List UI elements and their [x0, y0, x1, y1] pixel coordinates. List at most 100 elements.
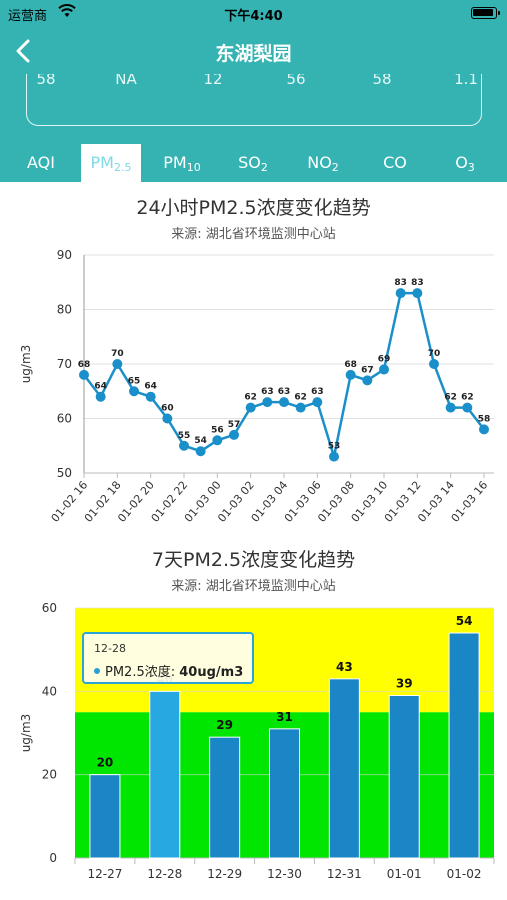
data-label: 62	[294, 393, 307, 403]
data-point[interactable]	[129, 386, 139, 397]
data-label: 69	[378, 354, 391, 364]
x-tick-label: 12-28	[147, 867, 182, 881]
summary-value: NA	[115, 74, 137, 88]
status-bar: 运营商 下午4:40	[0, 0, 507, 26]
bar[interactable]	[269, 728, 300, 859]
y-tick-label: 50	[57, 466, 72, 480]
bar[interactable]	[149, 690, 181, 859]
wifi-icon	[58, 4, 76, 17]
summary-value: 12	[203, 74, 223, 88]
tooltip-value: 40ug/m3	[179, 665, 244, 680]
tab-label: SO	[238, 153, 261, 172]
data-point[interactable]	[279, 397, 289, 408]
data-point[interactable]	[179, 440, 189, 451]
x-tick-label: 01-01	[387, 867, 422, 881]
data-point[interactable]	[212, 435, 223, 446]
chart2-title: 7天PM2.5浓度变化趋势	[151, 549, 356, 571]
data-label: 63	[278, 387, 291, 397]
data-point[interactable]	[329, 451, 339, 462]
pollutant-summary: 58 NA 12 56 58 1.1	[0, 74, 507, 144]
data-label: 64	[144, 382, 157, 392]
tab-pm25[interactable]: PM2.5	[81, 144, 141, 182]
data-label: 68	[78, 360, 91, 370]
tab-label: CO	[383, 153, 407, 172]
tab-so2[interactable]: SO2	[223, 144, 283, 182]
back-chevron-icon[interactable]	[10, 36, 40, 66]
bar-value-label: 39	[396, 677, 413, 691]
x-tick-label: 12-27	[87, 867, 122, 881]
data-point[interactable]	[429, 359, 439, 369]
data-label: 70	[111, 349, 124, 359]
data-label: 62	[444, 393, 457, 403]
tab-label-subscript: 2	[331, 161, 339, 174]
data-point[interactable]	[229, 429, 239, 440]
data-point[interactable]	[312, 397, 323, 408]
data-point[interactable]	[162, 413, 173, 424]
tooltip-line: PM2.5浓度: 40ug/m3	[94, 661, 243, 680]
data-point[interactable]	[112, 359, 123, 369]
chart2-source: 来源: 湖北省环境监测中心站	[171, 579, 336, 594]
tooltip-date: 12-28	[94, 642, 126, 655]
data-label: 83	[394, 278, 407, 288]
pollutant-tabs: AQI PM2.5 PM10 SO2 NO2 CO O3	[0, 144, 507, 182]
y-tick-label: 80	[57, 303, 72, 317]
data-label: 63	[311, 387, 324, 397]
data-label: 65	[128, 376, 141, 386]
bar-value-label: 29	[216, 718, 233, 732]
tab-label-subscript: 2.5	[113, 161, 132, 174]
data-point[interactable]	[479, 424, 489, 435]
bar[interactable]	[209, 736, 241, 859]
data-label: 63	[261, 387, 274, 397]
data-point[interactable]	[345, 369, 356, 380]
series-dot-icon	[94, 668, 100, 674]
y-tick-label: 20	[42, 768, 57, 782]
tab-no2[interactable]: NO2	[293, 144, 353, 182]
y-tick-label: 60	[57, 412, 72, 426]
summary-value: 58	[36, 74, 56, 88]
bar[interactable]	[89, 774, 121, 859]
tab-label-subscript: 3	[467, 161, 475, 174]
data-label: 60	[161, 404, 174, 414]
data-label: 62	[461, 393, 474, 403]
data-point[interactable]	[462, 402, 473, 413]
data-label: 58	[478, 414, 491, 424]
bar[interactable]	[328, 678, 360, 859]
bar-value-label: 20	[97, 756, 114, 770]
tab-co[interactable]: CO	[365, 144, 425, 182]
data-point[interactable]	[95, 391, 106, 402]
tab-label-subscript: 10	[186, 161, 201, 174]
data-point[interactable]	[445, 402, 456, 413]
data-point[interactable]	[412, 288, 423, 299]
bar[interactable]	[448, 632, 480, 859]
pm25-7day-bar-chart[interactable]: 0204060ug/m32012-274012-282912-293112-30…	[0, 595, 507, 890]
data-label: 56	[211, 425, 224, 435]
data-label: 55	[178, 431, 191, 441]
data-label: 70	[428, 349, 441, 359]
tooltip-label: PM2.5浓度:	[105, 665, 180, 680]
x-tick-label: 12-31	[327, 867, 362, 881]
data-label: 57	[228, 420, 241, 430]
tab-aqi[interactable]: AQI	[11, 144, 71, 182]
data-label: 68	[344, 360, 357, 370]
data-point[interactable]	[362, 375, 373, 386]
battery-icon	[471, 7, 500, 19]
summary-value: 1.1	[454, 74, 478, 88]
data-point[interactable]	[195, 446, 206, 457]
data-point[interactable]	[245, 402, 256, 413]
x-tick-label: 01-02	[447, 867, 482, 881]
x-tick-label: 12-30	[267, 867, 302, 881]
data-point[interactable]	[79, 369, 89, 380]
data-point[interactable]	[379, 364, 389, 375]
data-point[interactable]	[145, 391, 156, 402]
y-tick-label: 0	[49, 851, 57, 865]
data-point[interactable]	[295, 402, 306, 413]
status-time: 下午4:40	[224, 9, 283, 24]
bar[interactable]	[388, 695, 420, 859]
data-point[interactable]	[395, 288, 406, 299]
data-point[interactable]	[262, 397, 273, 408]
tab-pm10[interactable]: PM10	[152, 144, 212, 182]
tab-label: O	[455, 153, 468, 172]
data-label: 67	[361, 365, 374, 375]
tab-o3[interactable]: O3	[435, 144, 495, 182]
